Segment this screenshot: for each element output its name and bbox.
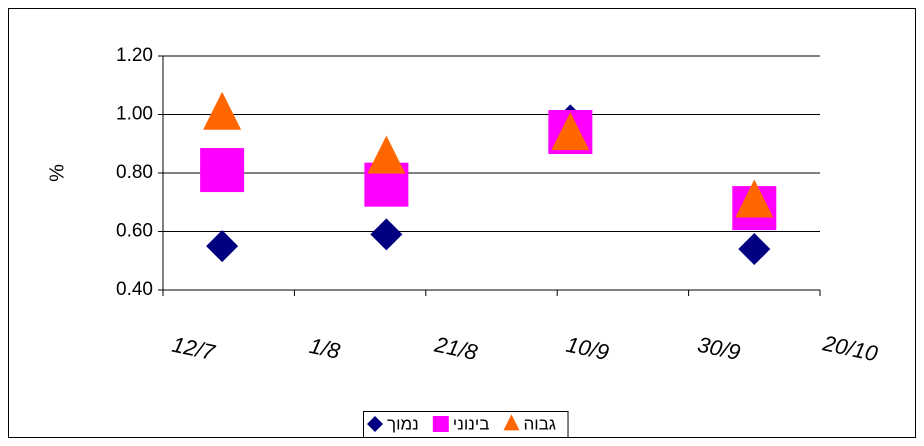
triangle-point [551, 112, 590, 151]
diamond-point [206, 230, 239, 263]
diamond-point [738, 233, 771, 266]
legend-label: בינוני [453, 414, 490, 433]
diamond-point [370, 218, 403, 251]
y-tick-label: 0.60 [116, 221, 153, 242]
triangle-point [367, 135, 406, 174]
square-point [200, 148, 245, 193]
triangle-point [503, 414, 520, 431]
triangle-point [735, 179, 774, 218]
legend-box [363, 411, 569, 438]
y-tick-label: 1.20 [116, 45, 153, 66]
y-tick-label: 1.00 [116, 104, 153, 125]
y-tick-label: 0.40 [116, 279, 153, 300]
triangle-point [203, 91, 242, 130]
y-axis-label: % [46, 164, 68, 182]
legend-label: נמוך [387, 414, 419, 433]
square-point [432, 416, 449, 432]
diamond-point [367, 416, 383, 432]
legend: נמוך בינוני גבוה [363, 411, 569, 438]
legend-label: גבוה [523, 414, 556, 433]
y-tick-label: 0.80 [116, 162, 153, 183]
